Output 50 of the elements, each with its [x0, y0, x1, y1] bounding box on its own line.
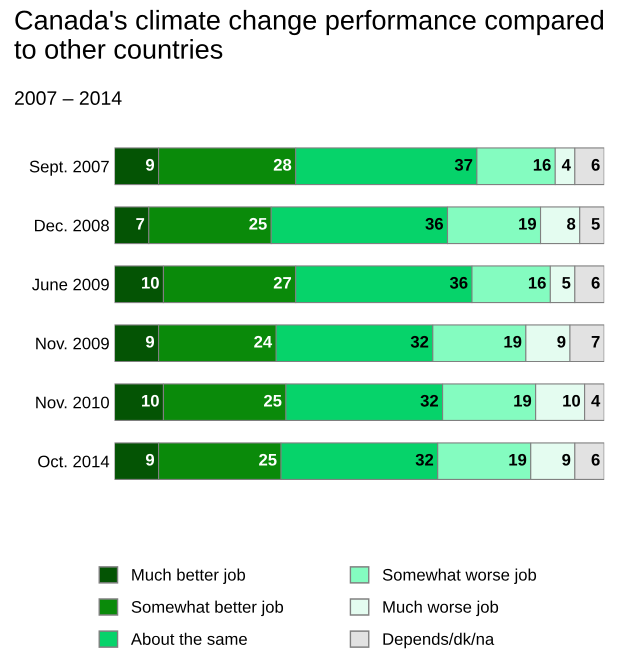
data-label: 16	[534, 158, 551, 171]
data-label: 25	[259, 454, 277, 466]
data-label: 32	[416, 454, 434, 466]
data-label: 6	[592, 454, 600, 466]
data-label: 6	[592, 276, 600, 289]
data-label: 25	[264, 394, 282, 407]
data-label: 32	[410, 336, 428, 348]
y-tick-label: Oct. 2014	[38, 456, 110, 468]
data-label: 28	[274, 158, 292, 171]
y-tick-label: June 2009	[32, 278, 109, 290]
legend-label: Much better job	[132, 568, 246, 584]
data-label: 5	[592, 218, 600, 230]
data-label: 6	[592, 158, 600, 171]
data-label: 19	[504, 336, 522, 348]
data-label: 36	[425, 218, 443, 230]
data-label: 7	[136, 218, 144, 230]
data-label: 19	[519, 218, 536, 230]
data-label: 24	[254, 336, 272, 348]
data-label: 19	[509, 454, 526, 466]
data-label: 27	[274, 276, 292, 289]
data-label: 10	[142, 276, 159, 289]
data-label: 37	[454, 158, 472, 171]
data-label: 9	[146, 158, 154, 171]
data-label: 9	[562, 454, 570, 466]
data-label: 4	[591, 395, 600, 406]
y-tick-label: Nov. 2009	[36, 338, 109, 350]
data-label: 8	[567, 218, 576, 230]
data-label: 4	[562, 159, 571, 171]
data-label: 19	[514, 394, 532, 407]
data-label: 36	[450, 276, 468, 289]
data-label: 9	[146, 454, 154, 466]
data-label: 9	[557, 336, 566, 348]
data-label: 16	[528, 276, 546, 289]
legend-label: Somewhat worse job	[382, 568, 536, 584]
chart-subtitle: 2007 – 2014	[14, 91, 122, 105]
data-label: 10	[563, 394, 580, 407]
data-label: 5	[562, 277, 570, 289]
data-label: 25	[249, 218, 267, 230]
legend-label: Somewhat better job	[132, 600, 284, 616]
y-tick-label: Nov. 2010	[36, 396, 109, 408]
y-tick-label: Sept. 2007	[30, 160, 109, 176]
data-label: 7	[592, 336, 600, 348]
legend-label: Depends/dk/na	[383, 632, 494, 648]
data-label: 10	[142, 394, 159, 407]
chart-title: Canada's climate change performance compared to other countries	[14, 10, 604, 59]
legend-label: Much worse job	[383, 600, 498, 616]
y-tick-label: Dec. 2008	[35, 220, 109, 232]
data-label: 32	[420, 394, 438, 407]
data-label: 9	[146, 336, 154, 348]
legend-label: About the same	[130, 632, 247, 645]
